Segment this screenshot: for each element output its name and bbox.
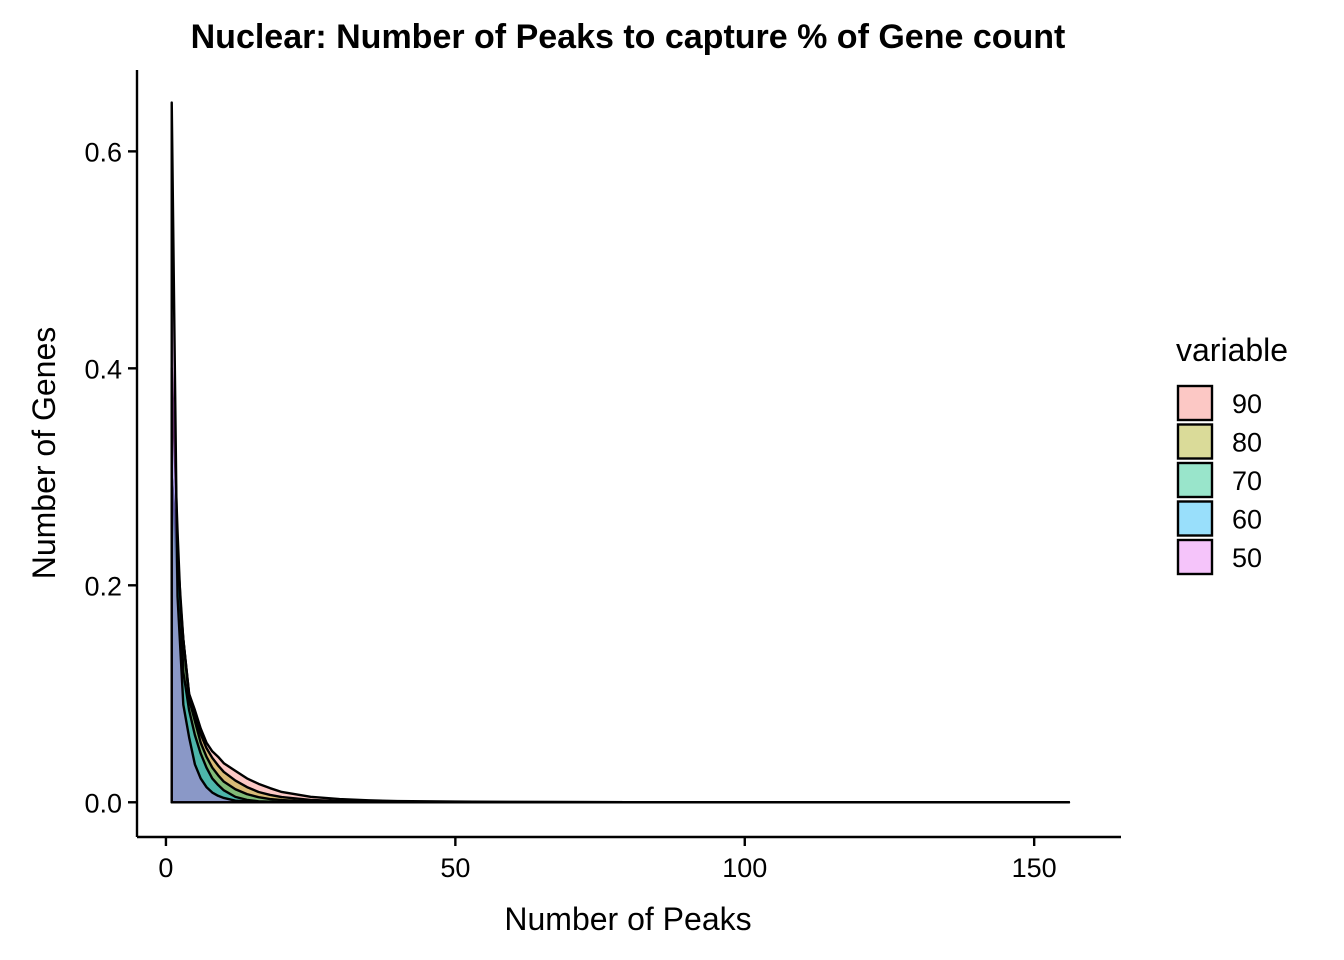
series-area-60 — [170, 367, 1071, 804]
legend-label-70: 70 — [1232, 466, 1262, 496]
series-area-90 — [170, 475, 1071, 804]
chart-title: Nuclear: Number of Peaks to capture % of… — [191, 18, 1066, 56]
legend-label-90: 90 — [1232, 389, 1262, 419]
y-axis-ticks: 0.0 0.2 0.4 0.6 — [84, 137, 137, 818]
legend: variable 90 80 70 60 50 — [1176, 332, 1288, 576]
series-area-70 — [170, 475, 1071, 804]
y-tick-label: 0.0 — [84, 788, 122, 818]
legend-label-50: 50 — [1232, 543, 1262, 573]
y-tick-label: 0.4 — [84, 354, 122, 384]
legend-key-80 — [1176, 423, 1214, 460]
x-tick-label: 100 — [722, 853, 767, 883]
series-area-50 — [170, 101, 1071, 804]
legend-label-60: 60 — [1232, 505, 1262, 535]
legend-key-60 — [1176, 500, 1214, 537]
legend-label-80: 80 — [1232, 428, 1262, 458]
y-tick-label: 0.6 — [84, 137, 122, 167]
x-tick-label: 0 — [158, 853, 173, 883]
x-tick-label: 150 — [1012, 853, 1057, 883]
legend-title: variable — [1176, 332, 1288, 368]
legend-key-90 — [1176, 384, 1214, 422]
series-layer — [170, 101, 1071, 804]
legend-key-50 — [1176, 538, 1214, 576]
x-axis-title: Number of Peaks — [504, 901, 751, 937]
x-axis-ticks: 0 50 100 150 — [158, 837, 1057, 883]
y-axis-title: Number of Genes — [26, 327, 62, 580]
x-tick-label: 50 — [440, 853, 470, 883]
series-area-80 — [170, 475, 1071, 804]
y-tick-label: 0.2 — [84, 571, 122, 601]
legend-key-70 — [1176, 461, 1214, 499]
legend-items: 90 80 70 60 50 — [1176, 384, 1262, 576]
